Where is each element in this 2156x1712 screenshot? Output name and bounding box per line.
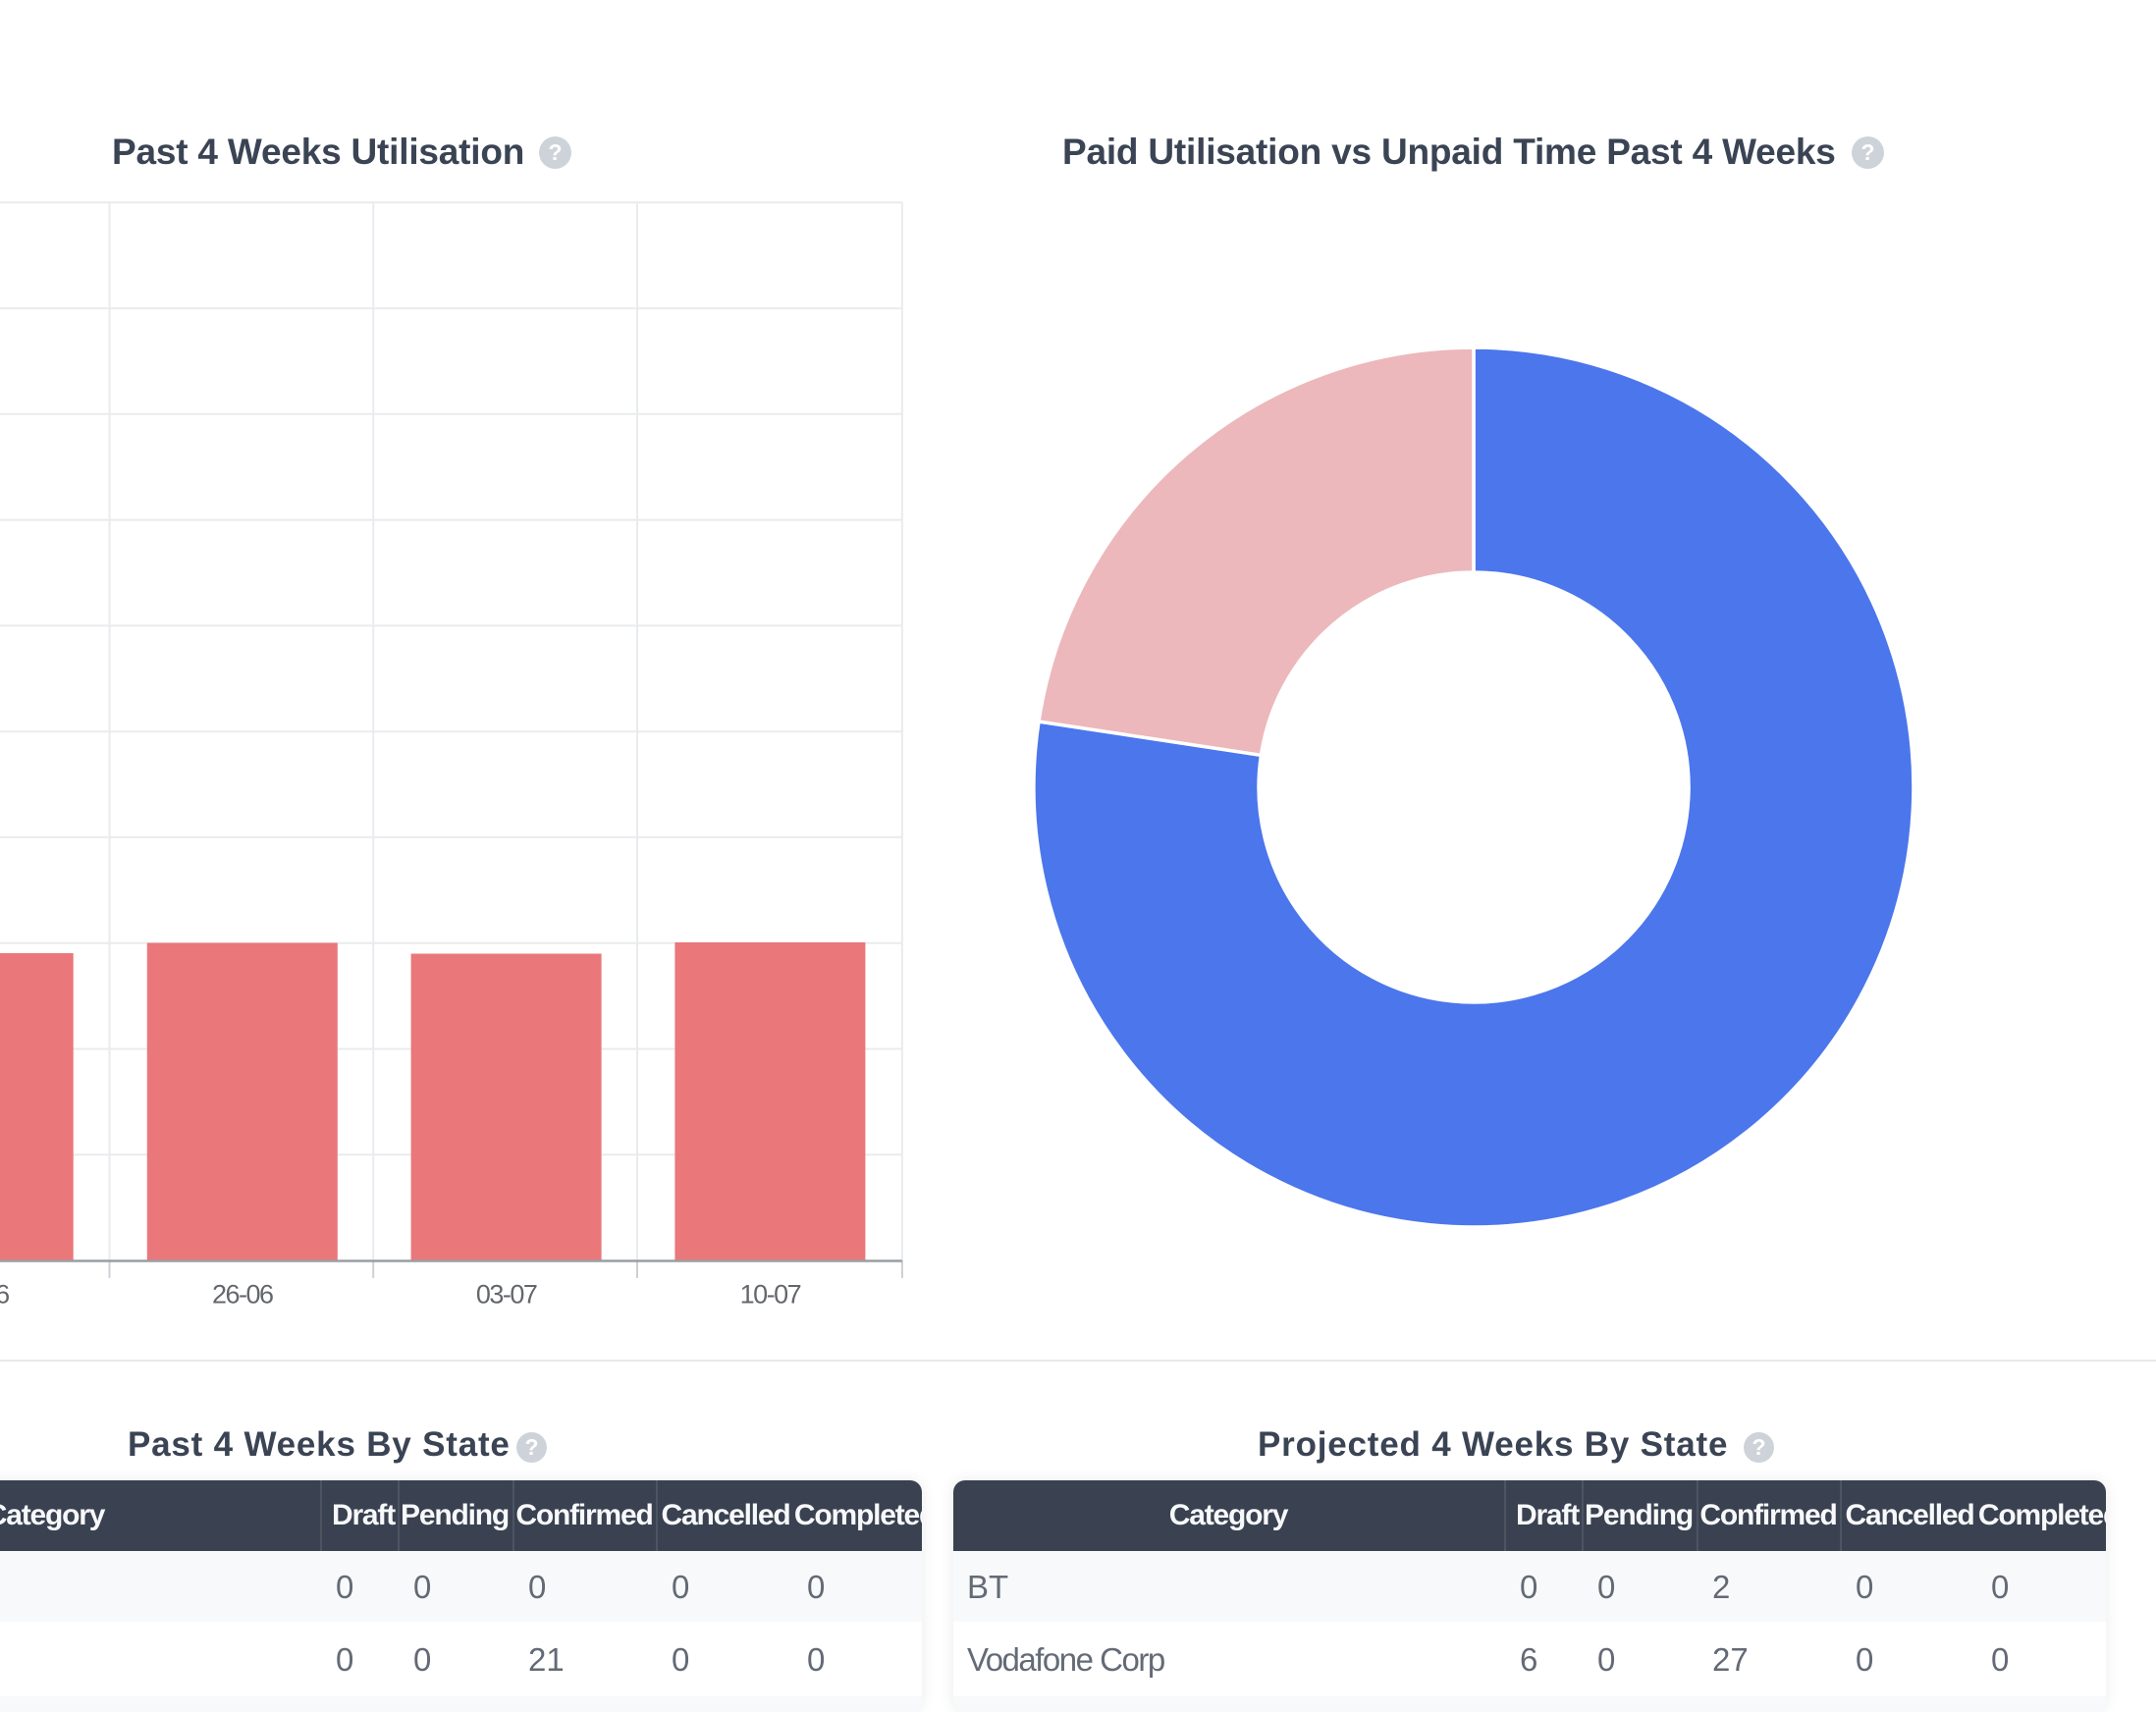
svg-text:26-06: 26-06	[212, 1280, 273, 1310]
svg-text:03-07: 03-07	[476, 1280, 537, 1310]
svg-text:10-07: 10-07	[740, 1280, 801, 1310]
svg-text:19-06: 19-06	[0, 1280, 9, 1310]
